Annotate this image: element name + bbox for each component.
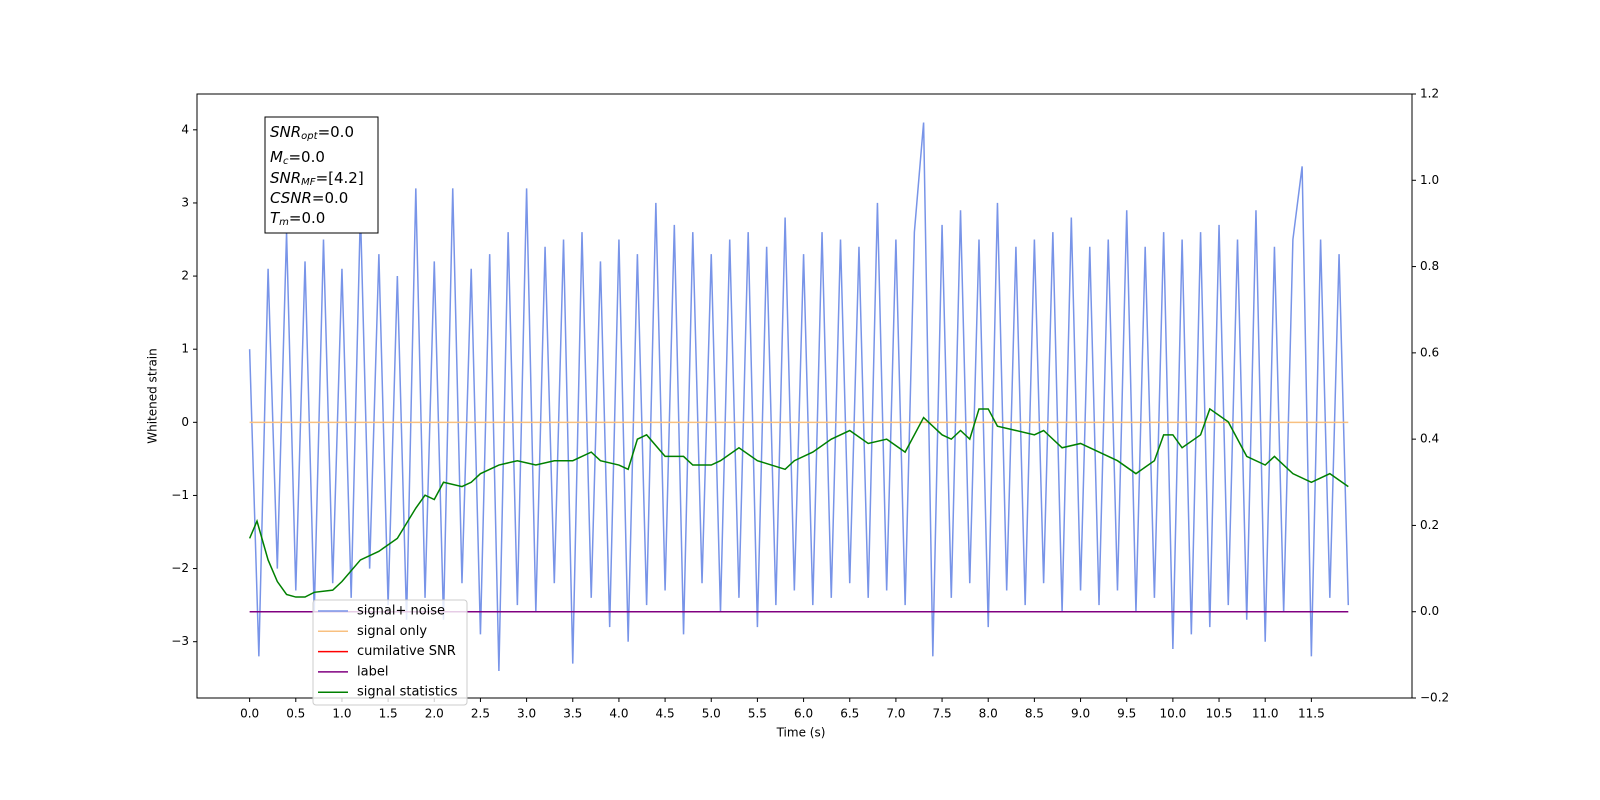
legend-box xyxy=(312,599,468,706)
x-tick-label: 0.5 xyxy=(286,707,305,721)
annotation-box xyxy=(264,116,379,234)
y2-tick-label: 0.2 xyxy=(1420,518,1439,532)
y-tick-label: 4 xyxy=(181,122,189,136)
x-tick-label: 2.5 xyxy=(471,707,490,721)
annotation-text: Mc=0.0 xyxy=(270,148,325,168)
annotation-subscript: opt xyxy=(301,131,318,142)
legend-label: cumilative SNR xyxy=(357,644,456,659)
annotation-symbol: SNR xyxy=(270,169,301,187)
y2-tick-label: 0.8 xyxy=(1420,259,1439,273)
x-tick-label: 7.5 xyxy=(933,707,952,721)
annotation-symbol: M xyxy=(270,148,283,166)
x-tick-label: 10.5 xyxy=(1206,707,1233,721)
y-tick-label: −2 xyxy=(171,561,189,575)
x-tick-label: 6.5 xyxy=(840,707,859,721)
x-tick-label: 5.5 xyxy=(748,707,767,721)
legend-label: signal only xyxy=(357,624,427,639)
x-tick-label: 11.0 xyxy=(1252,707,1279,721)
y-tick-label: −3 xyxy=(171,634,189,648)
y2-tick-label: −0.2 xyxy=(1420,691,1449,705)
annotation-text: Tm=0.0 xyxy=(270,209,325,229)
y2-tick-label: 0.0 xyxy=(1420,604,1439,618)
x-tick-label: 7.0 xyxy=(886,707,905,721)
annotation-text: SNRopt=0.0 xyxy=(270,123,354,143)
annotation-value: =0.0 xyxy=(288,148,324,166)
y-axis-label: Whitened strain xyxy=(146,348,160,444)
annotation-symbol: CSNR xyxy=(270,189,312,207)
plot-frame xyxy=(196,93,1413,699)
annotation-subscript: m xyxy=(279,217,289,228)
annotation-value: =0.0 xyxy=(318,123,354,141)
x-tick-label: 1.0 xyxy=(332,707,351,721)
y2-tick-label: 0.6 xyxy=(1420,345,1439,359)
legend-label: signal statistics xyxy=(357,685,458,700)
x-tick-label: 5.0 xyxy=(702,707,721,721)
annotation-text: SNRMF=[4.2] xyxy=(270,169,364,189)
x-tick-label: 9.0 xyxy=(1071,707,1090,721)
x-tick-label: 8.5 xyxy=(1025,707,1044,721)
x-tick-label: 4.5 xyxy=(656,707,675,721)
y2-tick-label: 1.0 xyxy=(1420,173,1439,187)
x-tick-label: 4.0 xyxy=(609,707,628,721)
y2-tick-label: 0.4 xyxy=(1420,432,1439,446)
x-tick-label: 2.0 xyxy=(425,707,444,721)
series-line xyxy=(248,122,1350,671)
x-tick-label: 3.5 xyxy=(563,707,582,721)
x-tick-label: 9.5 xyxy=(1117,707,1136,721)
annotation-value: =0.0 xyxy=(312,189,348,207)
y-tick-label: 0 xyxy=(181,415,189,429)
x-tick-label: 8.0 xyxy=(979,707,998,721)
x-axis-label: Time (s) xyxy=(776,726,826,740)
x-tick-label: 11.5 xyxy=(1298,707,1325,721)
y-tick-label: 1 xyxy=(181,342,189,356)
annotation-value: =0.0 xyxy=(289,209,325,227)
legend-label: signal+ noise xyxy=(357,604,445,619)
series-line xyxy=(248,407,1349,598)
x-tick-label: 6.0 xyxy=(794,707,813,721)
y2-tick-label: 1.2 xyxy=(1420,87,1439,101)
y-tick-label: 3 xyxy=(181,195,189,209)
annotation-symbol: SNR xyxy=(270,123,301,141)
annotation-subscript: MF xyxy=(301,177,316,188)
y-tick-label: 2 xyxy=(181,269,189,283)
x-tick-label: 0.0 xyxy=(240,707,259,721)
x-tick-label: 10.0 xyxy=(1160,707,1187,721)
x-tick-label: 3.0 xyxy=(517,707,536,721)
annotation-symbol: T xyxy=(270,209,281,227)
y-tick-label: −1 xyxy=(171,488,189,502)
annotation-text: CSNR=0.0 xyxy=(270,189,348,207)
legend-label: label xyxy=(357,664,388,679)
x-tick-label: 1.5 xyxy=(379,707,398,721)
annotation-subscript: c xyxy=(283,156,289,167)
annotation-value: =[4.2] xyxy=(316,169,364,187)
